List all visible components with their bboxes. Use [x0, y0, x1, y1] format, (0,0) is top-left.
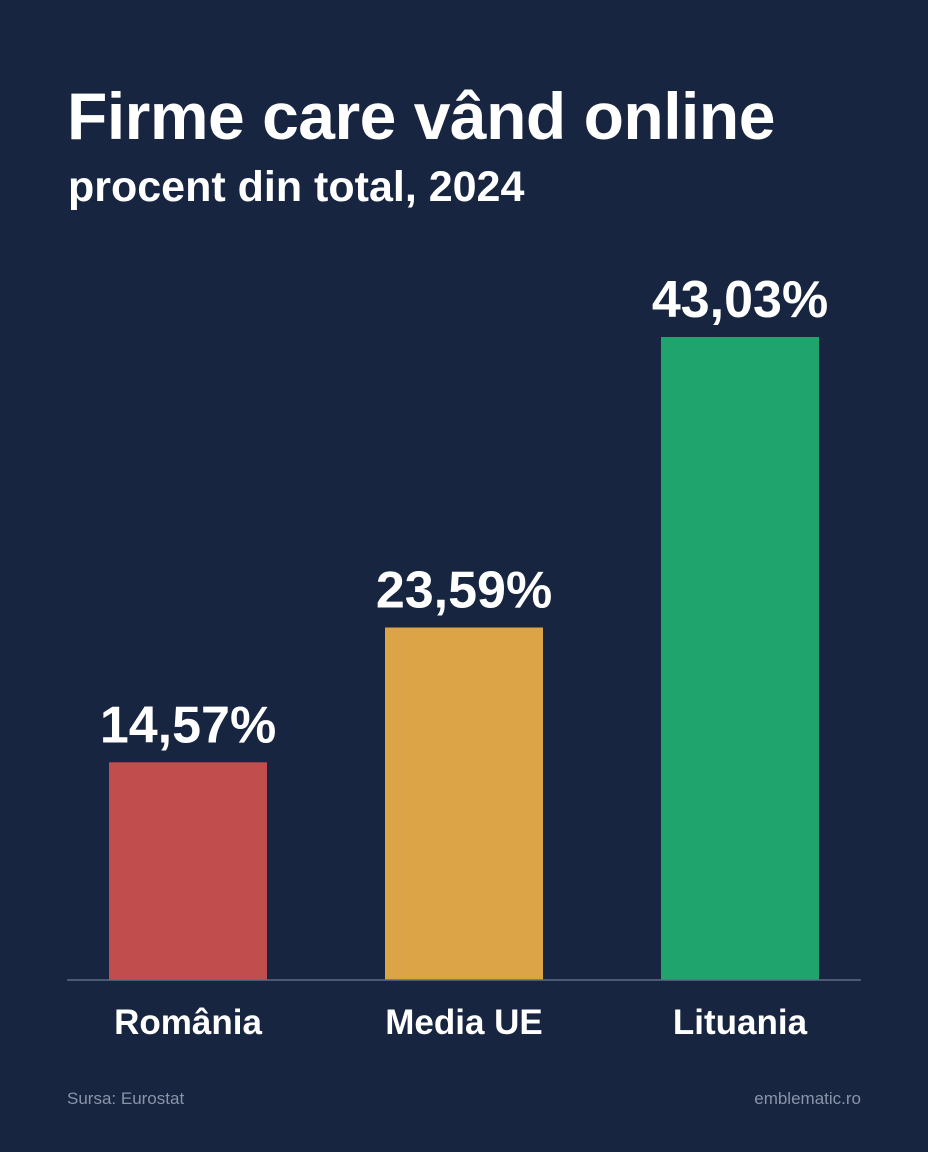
value-label-0: 14,57%: [100, 696, 276, 754]
category-label-2: Lituania: [673, 1003, 808, 1042]
value-label-1: 23,59%: [376, 561, 552, 619]
source-note: Sursa: Eurostat: [67, 1089, 185, 1108]
bar-1: [385, 627, 543, 980]
chart-subtitle: procent din total, 2024: [68, 163, 525, 211]
category-label-1: Media UE: [385, 1003, 543, 1042]
bar-0: [109, 762, 267, 980]
bar-2: [661, 337, 819, 980]
category-label-0: România: [114, 1003, 262, 1042]
value-label-2: 43,03%: [652, 271, 828, 329]
value-labels-group: 14,57% 23,59% 43,03%: [100, 271, 828, 754]
chart-title: Firme care vând online: [67, 79, 775, 153]
bars-group: [109, 337, 819, 980]
category-labels-group: România Media UE Lituania: [114, 1003, 808, 1042]
brand-watermark: emblematic.ro: [754, 1089, 861, 1108]
